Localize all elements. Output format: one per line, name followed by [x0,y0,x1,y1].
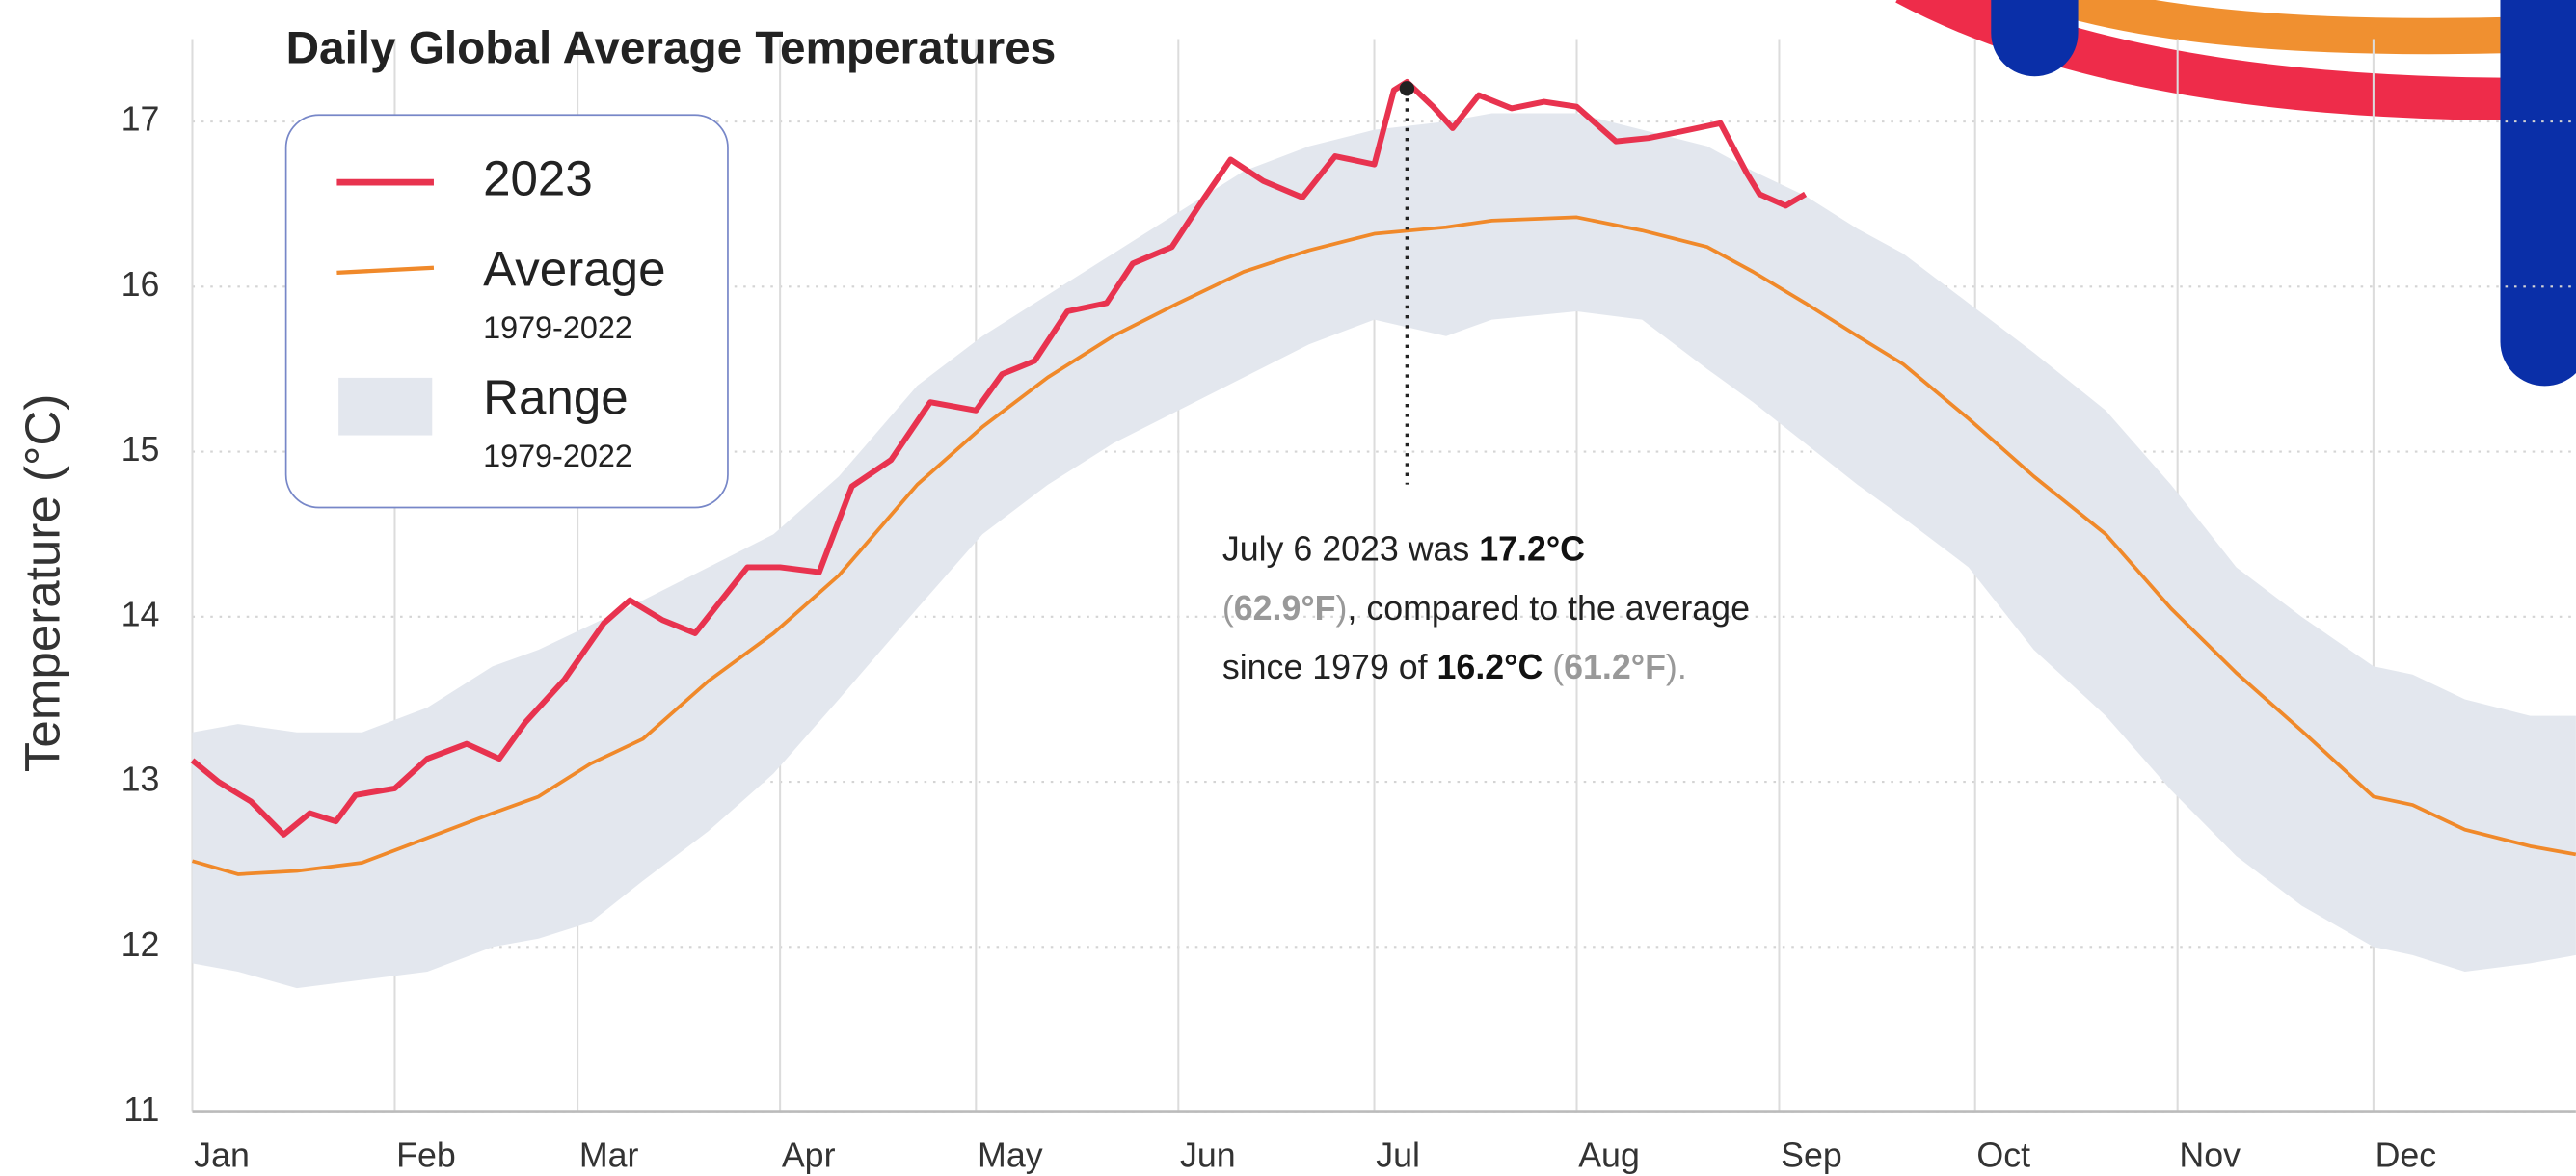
y-axis-title: Temperature (°C) [14,394,69,773]
annotation-segment: , compared to the average [1347,589,1750,628]
y-tick-label: 12 [121,925,160,964]
x-tick-label: Apr [782,1136,836,1175]
annotation-segment: ). [1666,649,1687,687]
y-tick-label: 17 [121,100,160,139]
legend-label: Range [483,369,629,424]
legend-swatch [338,378,432,436]
annotation-segment: July 6 2023 was [1222,530,1479,569]
legend-label: Average [483,241,665,296]
legend: 2023 Average 1979-2022 Range 1979-2022 [286,115,728,507]
annotation-segment: ) [1336,589,1348,628]
annotation-segment: 62.9°F [1234,589,1336,628]
y-tick-label: 14 [121,595,160,633]
x-tick-label: Sep [1781,1136,1842,1175]
x-tick-label: Jul [1376,1136,1420,1175]
x-tick-label: Oct [1976,1136,2030,1175]
annotation-segment: 16.2°C [1437,649,1543,687]
x-tick-label: Feb [396,1136,456,1175]
page: Daily Global Average Temperatures Temper… [0,0,2576,1176]
annotation-text: (62.9°F), compared to the average [1222,589,1750,628]
chart-title: Daily Global Average Temperatures [286,22,1057,73]
legend-label: 2023 [483,151,593,206]
annotation-segment: 61.2°F [1564,649,1666,687]
chart: Daily Global Average Temperatures Temper… [0,0,2576,1176]
x-tick-label: Dec [2375,1136,2437,1175]
x-tick-label: Aug [1578,1136,1640,1175]
annotation-point [1400,81,1414,95]
x-tick-label: Jun [1180,1136,1236,1175]
annotation-segment: 17.2°C [1479,530,1585,569]
y-tick-label: 15 [121,430,160,468]
x-tick-label: May [978,1136,1043,1175]
x-tick-label: Mar [579,1136,639,1175]
x-tick-label: Nov [2179,1136,2241,1175]
annotation-segment: ( [1543,649,1564,687]
y-tick-label: 16 [121,265,160,304]
legend-sublabel: 1979-2022 [483,439,632,473]
legend-sublabel: 1979-2022 [483,310,632,345]
decoration [1906,0,2576,386]
annotation-segment: ( [1222,589,1234,628]
y-tick-label: 13 [121,761,160,799]
annotation-segment: since 1979 of [1222,649,1437,687]
annotation-text: since 1979 of 16.2°C (61.2°F). [1222,649,1687,687]
annotation-text: July 6 2023 was 17.2°C [1222,530,1585,569]
y-tick-label: 11 [123,1090,159,1129]
x-tick-label: Jan [194,1136,250,1175]
